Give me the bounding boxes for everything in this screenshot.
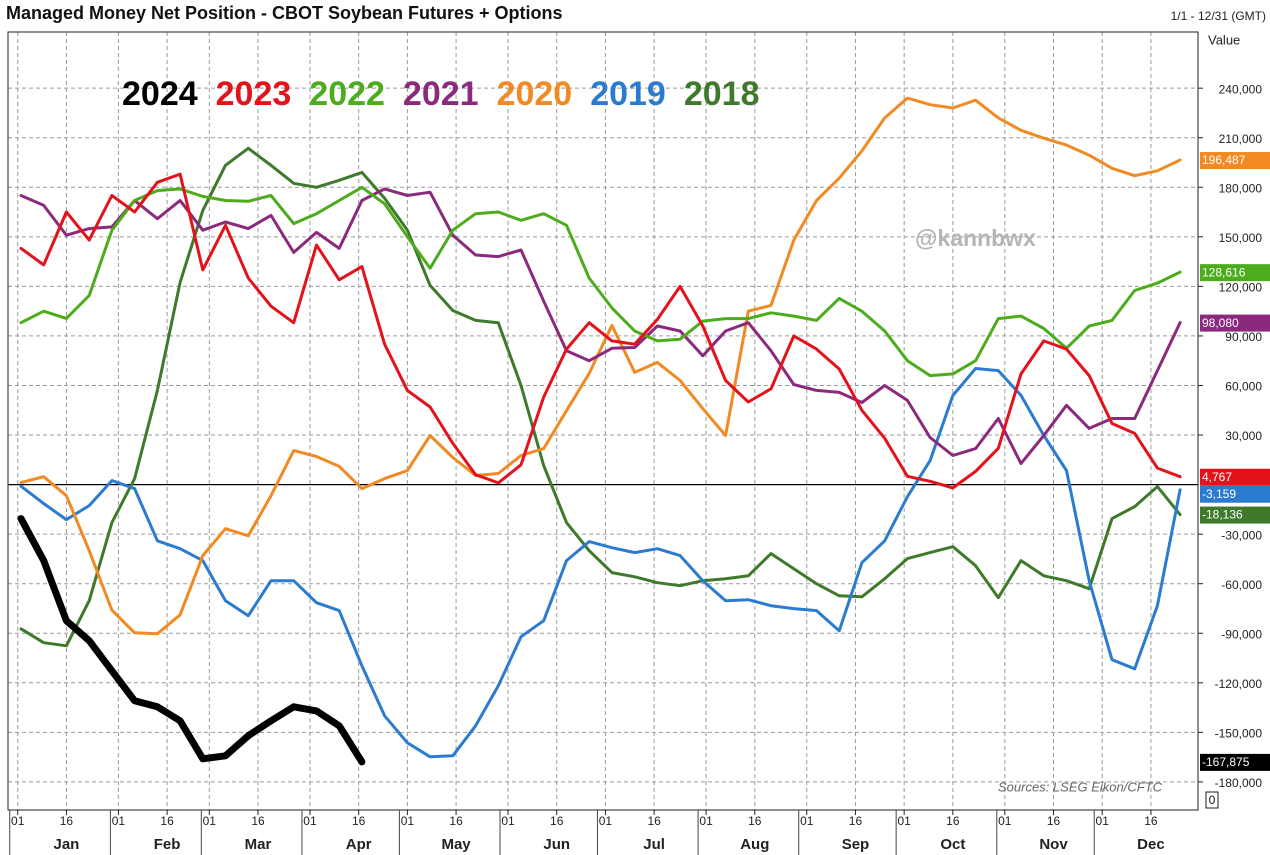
last-value-box — [1200, 152, 1270, 170]
x-tick-label: 01 — [1096, 814, 1110, 828]
source: Sources: LSEG Eikon/CFTC — [998, 779, 1163, 794]
last-value-label: 196,487 — [1202, 153, 1246, 167]
y-tick-label: -60,000 — [1221, 578, 1262, 592]
series-line — [19, 172, 1182, 490]
y-tick-label: -150,000 — [1215, 727, 1263, 741]
y-tick-label: -30,000 — [1221, 528, 1262, 542]
x-tick-label: 01 — [203, 814, 217, 828]
series-line — [19, 185, 1182, 378]
x-tick-label: 16 — [449, 814, 463, 828]
y-tick-label: -90,000 — [1221, 627, 1262, 641]
last-value-boxes: 196,487 128,616 98,080 4,767 -3,159 -18,136 -1… — [1200, 152, 1270, 771]
y-tick-label: 210,000 — [1219, 132, 1263, 146]
last-value-box — [1200, 753, 1270, 771]
month-label: Sep — [842, 836, 870, 853]
legend-entry: 2022 — [309, 75, 385, 113]
month-label: Jul — [643, 836, 665, 853]
x-tick-label: 01 — [699, 814, 713, 828]
last-value-box — [1200, 506, 1270, 524]
month-label: Apr — [346, 836, 372, 853]
last-value-label: -167,875 — [1202, 755, 1250, 769]
x-tick-label: 01 — [112, 814, 126, 828]
axes: 240,000 210,000 180,000 150,000 120,000 90,00… — [8, 82, 1262, 855]
y-tick-label: 120,000 — [1219, 281, 1263, 295]
month-label: Jun — [543, 836, 570, 853]
legend-entry: 2020 — [497, 75, 573, 113]
legend: 2024 2023 2022 2021 2020 2019 2018 — [122, 75, 759, 113]
y-tick-label: 150,000 — [1219, 231, 1263, 245]
plot — [17, 96, 1182, 766]
series-line — [19, 187, 1182, 466]
x-tick-label: 01 — [11, 814, 25, 828]
month-label: Mar — [245, 836, 272, 853]
x-tick-label: 16 — [1047, 814, 1061, 828]
y-tick-label: 240,000 — [1219, 82, 1263, 96]
chart-title: Managed Money Net Position - CBOT Soybea… — [6, 3, 563, 23]
date-range: 1/1 - 12/31 (GMT) — [1171, 9, 1266, 23]
footer-box — [1205, 791, 1219, 809]
last-value-label: 128,616 — [1202, 265, 1246, 279]
x-tick-label: 16 — [352, 814, 366, 828]
x-tick-label: 16 — [647, 814, 661, 828]
series-line — [19, 96, 1182, 636]
y-tick-label: -180,000 — [1215, 776, 1263, 790]
x-tick-label: 01 — [800, 814, 814, 828]
last-value-label: -3,159 — [1202, 487, 1236, 501]
month-label: Jan — [54, 836, 80, 853]
x-tick-label: 16 — [60, 814, 74, 828]
last-value-box — [1200, 468, 1270, 486]
month-label: Aug — [740, 836, 769, 853]
x-tick-label: 16 — [946, 814, 960, 828]
legend-entry: 2024 — [122, 75, 198, 113]
x-tick-label: 01 — [599, 814, 613, 828]
last-value-box — [1200, 314, 1270, 332]
x-tick-label: 16 — [748, 814, 762, 828]
last-value-box — [1200, 485, 1270, 503]
watermark: @kannbwx — [915, 225, 1036, 251]
x-tick-label: 16 — [849, 814, 863, 828]
last-value-label: 98,080 — [1202, 316, 1239, 330]
last-value-box — [1200, 264, 1270, 282]
month-label: Dec — [1137, 836, 1165, 853]
x-tick-label: 16 — [1144, 814, 1158, 828]
x-tick-label: 01 — [501, 814, 515, 828]
month-label: Nov — [1039, 836, 1068, 853]
legend-entry: 2023 — [216, 75, 292, 113]
x-tick-label: 01 — [303, 814, 317, 828]
month-label: Oct — [940, 836, 965, 853]
x-tick-label: 16 — [550, 814, 564, 828]
y-axis-label: Value — [1208, 32, 1240, 47]
y-tick-label: -120,000 — [1215, 677, 1263, 691]
y-tick-label: 180,000 — [1219, 181, 1263, 195]
footer-box-label: 0 — [1209, 793, 1216, 807]
month-label: Feb — [154, 836, 181, 853]
last-value-label: 4,767 — [1202, 470, 1232, 484]
month-label: May — [441, 836, 471, 853]
x-tick-label: 01 — [401, 814, 415, 828]
legend-entry: 2019 — [590, 75, 666, 113]
y-tick-label: 60,000 — [1225, 380, 1262, 394]
y-tick-label: 90,000 — [1225, 330, 1262, 344]
grid — [8, 32, 1198, 810]
y-tick-label: 30,000 — [1225, 429, 1262, 443]
last-value-label: -18,136 — [1202, 508, 1243, 522]
series-line — [17, 515, 366, 766]
series-line — [19, 367, 1182, 759]
legend-entry: 2018 — [684, 75, 760, 113]
x-tick-label: 16 — [160, 814, 174, 828]
x-tick-label: 16 — [251, 814, 265, 828]
x-tick-label: 01 — [897, 814, 911, 828]
x-tick-label: 01 — [998, 814, 1012, 828]
series-line — [19, 146, 1182, 648]
legend-entry: 2021 — [403, 75, 479, 113]
